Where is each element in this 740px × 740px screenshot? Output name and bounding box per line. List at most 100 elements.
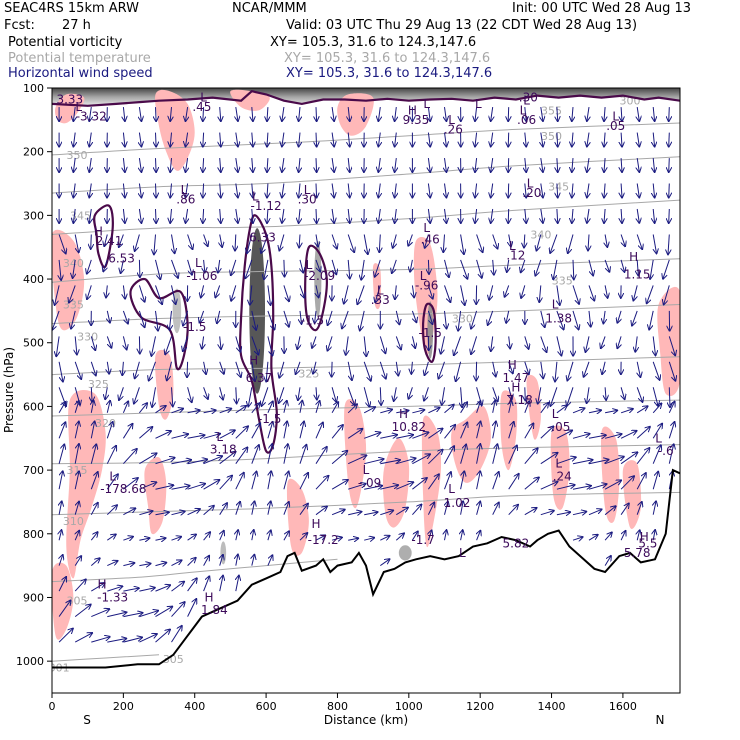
wind-vector — [171, 582, 185, 592]
wind-vector — [218, 259, 220, 273]
wind-vector — [652, 472, 658, 490]
wind-vector — [587, 158, 589, 172]
wind-vector — [74, 556, 81, 566]
wind-vector — [90, 472, 97, 490]
wind-vector — [540, 482, 558, 490]
wind-vector — [119, 387, 124, 400]
wind-vector — [171, 560, 182, 567]
wind-vector — [493, 361, 496, 377]
wind-vector — [231, 285, 237, 300]
wind-vector — [348, 132, 350, 147]
wind-vector — [508, 208, 509, 223]
wind-vector — [219, 409, 232, 414]
wind-vector — [604, 506, 616, 516]
wind-vector — [58, 629, 73, 643]
wind-vector — [171, 626, 182, 643]
wind-vector — [621, 387, 625, 399]
wind-vector — [71, 310, 76, 329]
wind-vector — [121, 259, 124, 273]
wind-vector — [107, 639, 126, 643]
wind-vector — [73, 208, 75, 223]
theta-label-5: 340 — [63, 257, 84, 270]
wind-vector — [572, 408, 584, 414]
wind-vector — [620, 431, 636, 439]
wind-vector — [267, 132, 268, 147]
wind-vector — [588, 285, 594, 300]
pv-extremum-label-82: L — [459, 546, 466, 560]
wind-vector — [572, 512, 586, 515]
wind-vector — [169, 310, 171, 330]
wind-vector — [156, 132, 157, 147]
wind-vector — [491, 336, 493, 351]
wind-vector — [491, 158, 493, 172]
wind-vector — [460, 259, 468, 279]
wind-vector — [123, 637, 142, 643]
pv-extremum-label-40: -.96 — [415, 278, 438, 292]
wind-vector — [268, 530, 271, 541]
y-tick-label-900: 900 — [23, 591, 44, 604]
wind-vector — [637, 132, 639, 147]
y-tick-label-300: 300 — [23, 209, 44, 222]
wind-vector — [492, 444, 498, 464]
wind-vector — [203, 532, 211, 541]
wind-vector — [669, 208, 670, 223]
wind-vector — [669, 107, 670, 121]
wind-vector — [316, 234, 318, 247]
pv-extremum-label-78: H — [97, 578, 106, 592]
wind-vector — [633, 285, 638, 300]
wind-vector — [380, 460, 400, 465]
pv-extremum-label-2: -3.32 — [76, 110, 107, 124]
wind-vector — [123, 563, 134, 566]
pv-extremum-label-8: .30 — [519, 91, 538, 105]
wind-vector — [347, 387, 354, 405]
theta-label-13: 320 — [95, 417, 116, 430]
wind-vector — [525, 387, 526, 400]
wind-vector — [59, 555, 63, 566]
wind-vector — [171, 486, 190, 490]
wind-vector — [107, 310, 110, 323]
wind-vector — [123, 537, 132, 541]
pv-extremum-label-1: L — [75, 100, 82, 114]
theta-label-9: 330 — [77, 330, 98, 343]
wind-vector — [200, 310, 205, 323]
wind-vector — [653, 208, 654, 223]
wind-vector — [396, 310, 399, 324]
wind-vector — [572, 310, 579, 330]
wind-vector — [220, 555, 223, 566]
wind-vector — [395, 132, 397, 147]
wind-vector — [155, 585, 171, 592]
wind-vector — [456, 361, 462, 381]
pv-extremum-label-69: L — [448, 482, 455, 496]
wind-vector — [235, 234, 236, 251]
wind-vector — [395, 285, 396, 299]
pv-extremum-label-62: -.09 — [358, 476, 381, 490]
wind-vector — [250, 285, 252, 304]
wind-vector — [540, 310, 545, 327]
wind-vector — [540, 453, 558, 465]
wind-vector — [316, 208, 317, 223]
theta-isentrope-301 — [52, 654, 160, 662]
wind-vector — [617, 336, 621, 348]
wind-vector — [139, 107, 141, 121]
wind-vector — [550, 234, 558, 253]
wind-vector — [107, 401, 110, 413]
wind-vector — [621, 208, 622, 223]
wind-vector — [588, 460, 609, 465]
pv-extremum-label-13: L — [448, 113, 455, 127]
y-tick-label-1000: 1000 — [16, 655, 44, 668]
wind-vector — [428, 208, 430, 223]
wind-vector — [348, 259, 350, 279]
wind-vector — [74, 422, 79, 439]
wind-vector — [299, 107, 300, 121]
wind-vector — [139, 132, 141, 147]
pv-shade-region-21 — [622, 460, 642, 529]
wind-vector — [139, 427, 152, 439]
wind-vector — [279, 361, 285, 378]
wind-vector — [460, 234, 464, 255]
wind-vector — [284, 422, 287, 439]
wind-vector — [393, 234, 397, 248]
wind-vector — [508, 446, 517, 464]
pv-shade-region-20 — [657, 286, 680, 396]
wind-vector — [572, 158, 573, 172]
wind-vector — [204, 361, 206, 374]
